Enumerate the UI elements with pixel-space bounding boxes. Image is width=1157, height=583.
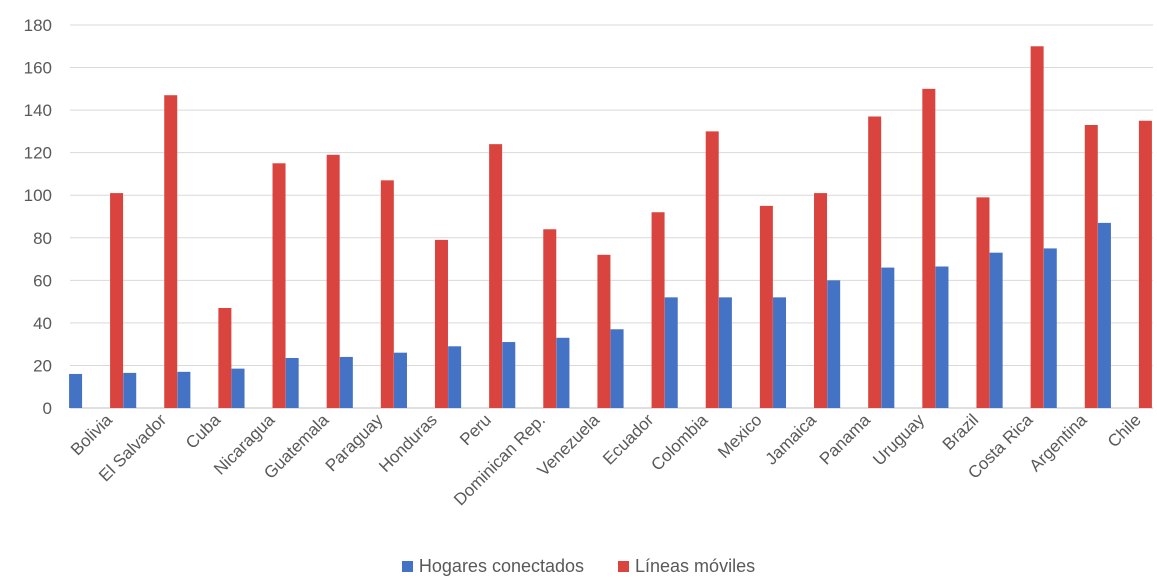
x-tick-label: Dominican Rep.	[450, 410, 549, 509]
y-tick-label: 180	[24, 16, 52, 35]
bar-lineas-guatemala	[326, 154, 340, 408]
bar-hogares-chile	[1097, 222, 1111, 408]
chart-legend: Hogares conectados Líneas móviles	[0, 556, 1157, 577]
bar-hogares-uruguay	[881, 267, 895, 408]
bar-hogares-guatemala	[285, 357, 299, 408]
legend-label-lineas: Líneas móviles	[635, 556, 756, 576]
x-tick-label: Brazil	[939, 410, 982, 453]
bar-hogares-jamaica	[773, 297, 787, 408]
bar-lineas-venezuela	[597, 254, 611, 408]
legend-swatch-hogares	[401, 561, 413, 572]
bar-hogares-paraguay	[339, 356, 353, 408]
x-tick-label: Cuba	[182, 410, 225, 453]
y-tick-label: 100	[24, 186, 52, 205]
bar-hogares-panama	[827, 280, 841, 408]
y-tick-label: 40	[33, 314, 52, 333]
bar-hogares-argentina	[1043, 248, 1057, 408]
bar-lineas-panama	[868, 116, 882, 408]
bar-hogares-dominican-rep-	[502, 342, 516, 408]
legend-item-hogares: Hogares conectados	[401, 556, 585, 577]
bar-lineas-chile	[1138, 120, 1152, 408]
x-tick-label: Panama	[816, 410, 875, 469]
bar-lineas-paraguay	[380, 180, 394, 408]
y-tick-label: 120	[24, 144, 52, 163]
y-tick-label: 0	[43, 399, 52, 418]
y-tick-label: 80	[33, 229, 52, 248]
x-tick-label: Mexico	[714, 410, 766, 462]
bar-hogares-cuba	[177, 371, 191, 408]
bar-hogares-el-salvador	[123, 372, 137, 408]
y-tick-label: 140	[24, 101, 52, 120]
bar-lineas-costa-rica	[1030, 46, 1044, 409]
bar-lineas-uruguay	[922, 88, 936, 408]
bar-lineas-nicaragua	[272, 163, 286, 408]
bar-hogares-brazil	[935, 266, 949, 408]
bar-hogares-nicaragua	[231, 368, 245, 408]
x-tick-label: Chile	[1104, 410, 1145, 451]
bar-hogares-bolivia	[69, 373, 83, 408]
bar-lineas-ecuador	[651, 212, 665, 408]
x-tick-label: Uruguay	[869, 410, 928, 469]
bar-lineas-dominican-rep-	[543, 229, 557, 408]
x-tick-label: Bolivia	[67, 410, 116, 459]
bar-hogares-honduras	[393, 352, 407, 408]
bar-lineas-brazil	[976, 197, 990, 408]
bar-hogares-costa-rica	[989, 252, 1003, 408]
bar-hogares-peru	[448, 346, 462, 408]
legend-item-lineas: Líneas móviles	[618, 556, 755, 577]
bar-hogares-colombia	[664, 297, 678, 408]
legend-swatch-lineas	[618, 561, 630, 572]
y-tick-label: 60	[33, 271, 52, 290]
bar-lineas-honduras	[434, 239, 448, 408]
x-tick-label: Honduras	[375, 410, 441, 476]
x-tick-label: Peru	[456, 410, 495, 449]
bar-lineas-peru	[489, 144, 503, 408]
x-tick-label: Jamaica	[762, 410, 821, 469]
x-tick-label: Argentina	[1026, 410, 1091, 475]
y-tick-label: 160	[24, 59, 52, 78]
bar-lineas-cuba	[218, 307, 232, 408]
bar-hogares-mexico	[718, 297, 732, 408]
x-tick-label: Colombia	[647, 410, 712, 475]
bar-lineas-bolivia	[110, 193, 124, 408]
bar-lineas-mexico	[759, 205, 773, 408]
legend-label-hogares: Hogares conectados	[418, 556, 585, 576]
bar-hogares-venezuela	[556, 337, 570, 408]
bar-hogares-ecuador	[610, 329, 624, 408]
bar-lineas-colombia	[705, 131, 719, 408]
bar-lineas-argentina	[1084, 125, 1098, 408]
y-tick-label: 20	[33, 356, 52, 375]
bar-lineas-el-salvador	[164, 95, 178, 408]
bar-lineas-jamaica	[814, 193, 828, 408]
